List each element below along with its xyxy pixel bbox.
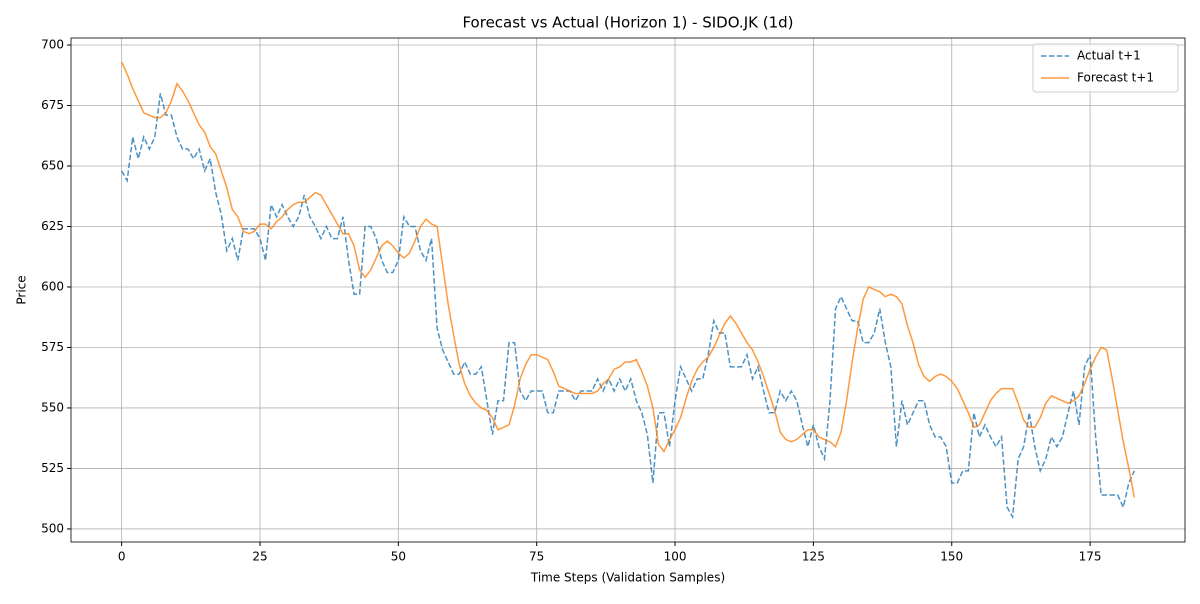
y-tick-label: 700: [41, 38, 64, 52]
legend-label: Forecast t+1: [1077, 71, 1154, 85]
y-tick-label: 675: [41, 98, 64, 112]
legend-box: [1032, 43, 1179, 93]
x-tick-label: 25: [252, 550, 267, 564]
plot-frame: [70, 37, 1186, 543]
series-line: [120, 61, 1136, 498]
x-tick-label: 50: [391, 550, 406, 564]
y-tick-label: 575: [41, 340, 64, 354]
y-tick-label: 600: [41, 279, 64, 293]
series-line: [120, 93, 1136, 520]
x-axis-label: Time Steps (Validation Samples): [530, 571, 725, 585]
x-tick-label: 75: [529, 550, 544, 564]
x-tick-label: 100: [664, 550, 687, 564]
legend: Actual t+1 Forecast t+1: [1032, 43, 1179, 93]
y-tick-label: 650: [41, 158, 64, 172]
x-tick-label: 0: [118, 550, 126, 564]
x-tick-label: 175: [1079, 550, 1102, 564]
y-tick-label: 525: [41, 461, 64, 475]
y-tick-label: 625: [41, 219, 64, 233]
chart-title: Forecast vs Actual (Horizon 1) - SIDO.JK…: [462, 14, 793, 32]
y-tick-label: 550: [41, 400, 64, 414]
y-axis-label: Price: [15, 275, 29, 304]
x-tick-label: 150: [940, 550, 963, 564]
y-tick-label: 500: [41, 521, 64, 535]
x-tick-label: 125: [802, 550, 825, 564]
legend-label: Actual t+1: [1077, 49, 1141, 63]
